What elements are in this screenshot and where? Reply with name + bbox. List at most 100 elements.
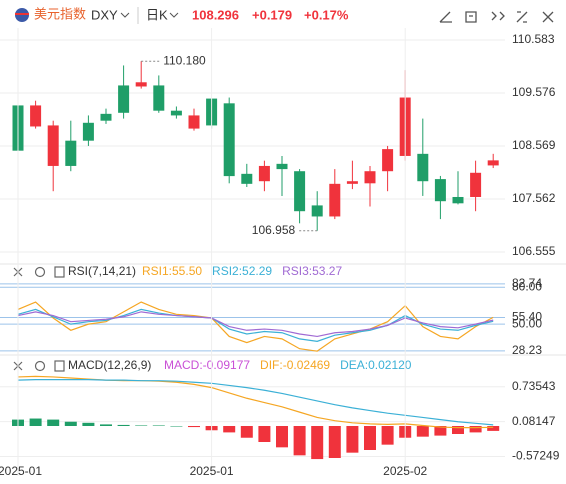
symbol[interactable]: DXY	[91, 7, 118, 22]
macd-bar	[346, 426, 359, 453]
macd-bar	[188, 426, 200, 428]
toolbar	[439, 11, 554, 23]
close-tool[interactable]	[542, 11, 554, 23]
candle-body	[223, 103, 235, 177]
macd-bar	[276, 426, 288, 448]
annotation: 110.180	[163, 53, 206, 67]
candle-body	[30, 105, 42, 127]
y-tick-label: 107.562	[512, 191, 556, 205]
dropdown-arrow[interactable]	[120, 12, 130, 18]
y-tick-label: 50.00	[512, 316, 542, 330]
settings-icon[interactable]	[34, 360, 46, 372]
y-tick-label: 55.40	[512, 310, 542, 324]
candle-body	[82, 122, 94, 141]
info-icon[interactable]	[54, 266, 65, 278]
indicator-tool[interactable]	[465, 11, 477, 23]
info-icon[interactable]	[54, 360, 65, 372]
macd-bar	[170, 426, 183, 427]
macd-bar	[487, 426, 500, 431]
y-tick-label: 106.555	[512, 244, 556, 258]
macd-bar	[381, 426, 394, 445]
legend-entry: DIF:-0.02469	[260, 358, 330, 372]
candle-body	[294, 171, 306, 212]
legend-entry: RSI2:52.29	[212, 264, 272, 278]
candle-body	[258, 165, 270, 182]
macd-bar	[328, 426, 341, 458]
macd-bar	[258, 426, 271, 442]
macd-bar	[240, 426, 253, 438]
macd-bar	[416, 426, 429, 437]
candle-body	[329, 183, 341, 217]
legend-entry: DEA:0.02120	[340, 358, 412, 372]
period[interactable]: 日K	[146, 7, 168, 22]
macd-bar	[47, 419, 60, 426]
macd-bar	[135, 425, 148, 426]
compare-tool[interactable]	[491, 11, 505, 21]
y-tick-label: -0.57249	[512, 449, 560, 463]
y-tick-label: 82.74	[512, 276, 542, 290]
y-tick-label: 80.00	[512, 279, 542, 293]
legend-entry: RSI3:53.27	[282, 264, 342, 278]
candle-body	[47, 125, 59, 166]
legend-entry: RSI1:55.50	[142, 264, 202, 278]
candle-body	[118, 85, 130, 113]
dropdown-arrow[interactable]	[169, 12, 179, 18]
macd-line	[17, 379, 494, 426]
rsi-line	[17, 301, 494, 352]
macd-bar	[364, 426, 376, 450]
macd-bar	[469, 426, 482, 433]
flag-stripe	[15, 13, 29, 15]
candle-body	[100, 113, 112, 121]
candle-body	[153, 85, 165, 111]
legend-entry: MACD:-0.09177	[164, 358, 250, 372]
macd-bar	[82, 422, 95, 426]
y-tick-label: 109.576	[512, 85, 556, 99]
candle-body	[65, 140, 77, 166]
fullscreen-tool[interactable]	[516, 11, 528, 23]
macd-bar	[117, 424, 130, 426]
x-tick-label: 2025-02	[383, 464, 427, 478]
annotation: 106.958	[252, 223, 296, 237]
candle-body	[452, 196, 464, 204]
macd-bar	[452, 426, 464, 434]
x-tick-label: 2025-01	[190, 464, 234, 478]
y-tick-label: 28.23	[512, 343, 542, 357]
macd-bar	[223, 426, 236, 433]
y-tick-label: 0.73543	[512, 379, 556, 393]
macd-bar	[293, 426, 306, 456]
y-tick-label: 108.569	[512, 138, 556, 152]
macd-bar	[29, 418, 42, 426]
y-tick-label: 0.08147	[512, 414, 556, 428]
candle-body	[364, 171, 376, 184]
candle-body	[470, 172, 482, 197]
draw-tool[interactable]	[439, 11, 452, 23]
candle-body	[241, 173, 253, 184]
indicator-title: MACD(12,26,9)	[68, 358, 151, 372]
candle-body	[487, 160, 499, 166]
macd-bar	[64, 421, 77, 426]
macd-bar	[434, 426, 447, 436]
rsi-line	[17, 311, 494, 338]
candle-body	[188, 115, 200, 129]
indicator-title: RSI(7,14,21)	[68, 264, 136, 278]
candle-body	[276, 163, 288, 170]
index-name: 美元指数	[34, 6, 86, 21]
header: 美元指数 DXY 日K 108.296 +0.179 +0.17%	[15, 6, 554, 24]
last-price: 108.296	[192, 7, 239, 22]
candle-body	[135, 82, 147, 87]
change: +0.179	[252, 7, 292, 22]
x-tick-label: 2025-01	[0, 464, 42, 478]
candle-body	[417, 153, 429, 182]
candle-body	[311, 205, 323, 217]
change-pct: +0.17%	[304, 7, 349, 22]
settings-icon[interactable]	[34, 266, 46, 278]
macd-bar	[311, 426, 324, 460]
candle-body	[434, 179, 446, 202]
macd-bar	[100, 424, 112, 426]
macd-bar	[152, 425, 165, 426]
candle-body	[346, 181, 358, 184]
candle-body	[170, 110, 182, 116]
y-tick-label: 110.583	[512, 32, 555, 46]
